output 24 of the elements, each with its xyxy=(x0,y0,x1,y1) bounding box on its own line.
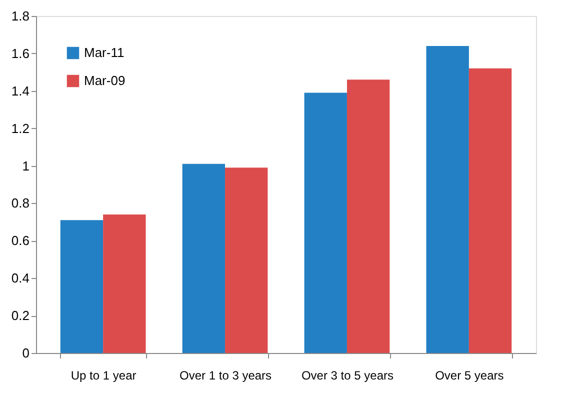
x-tick-label: Over 3 to 5 years xyxy=(301,368,394,382)
bar xyxy=(346,80,390,353)
y-tick-label: 1.4 xyxy=(11,83,30,98)
x-tick-label: Over 1 to 3 years xyxy=(180,368,272,382)
bar xyxy=(426,46,469,353)
bar xyxy=(304,92,347,353)
bar xyxy=(60,220,104,353)
bar xyxy=(182,164,226,353)
y-tick-label: 1 xyxy=(22,158,30,174)
y-tick-label: 0.4 xyxy=(11,270,30,286)
y-tick-label: 1.2 xyxy=(11,120,30,136)
bar xyxy=(225,168,268,353)
y-tick-label: 0.6 xyxy=(11,233,30,248)
bar xyxy=(468,68,512,353)
y-tick-label: 0 xyxy=(22,346,30,360)
legend-label: Mar-11 xyxy=(84,45,124,60)
legend-label: Mar-09 xyxy=(84,73,126,88)
y-tick-label: 1.6 xyxy=(11,46,30,61)
x-tick-label: Up to 1 year xyxy=(70,368,136,382)
x-tick-label: Over 5 years xyxy=(435,368,504,382)
bar xyxy=(103,214,146,353)
y-tick-label: 1.8 xyxy=(11,8,30,24)
y-tick-label: 0.8 xyxy=(11,196,30,211)
y-tick-label: 0.2 xyxy=(11,308,30,324)
